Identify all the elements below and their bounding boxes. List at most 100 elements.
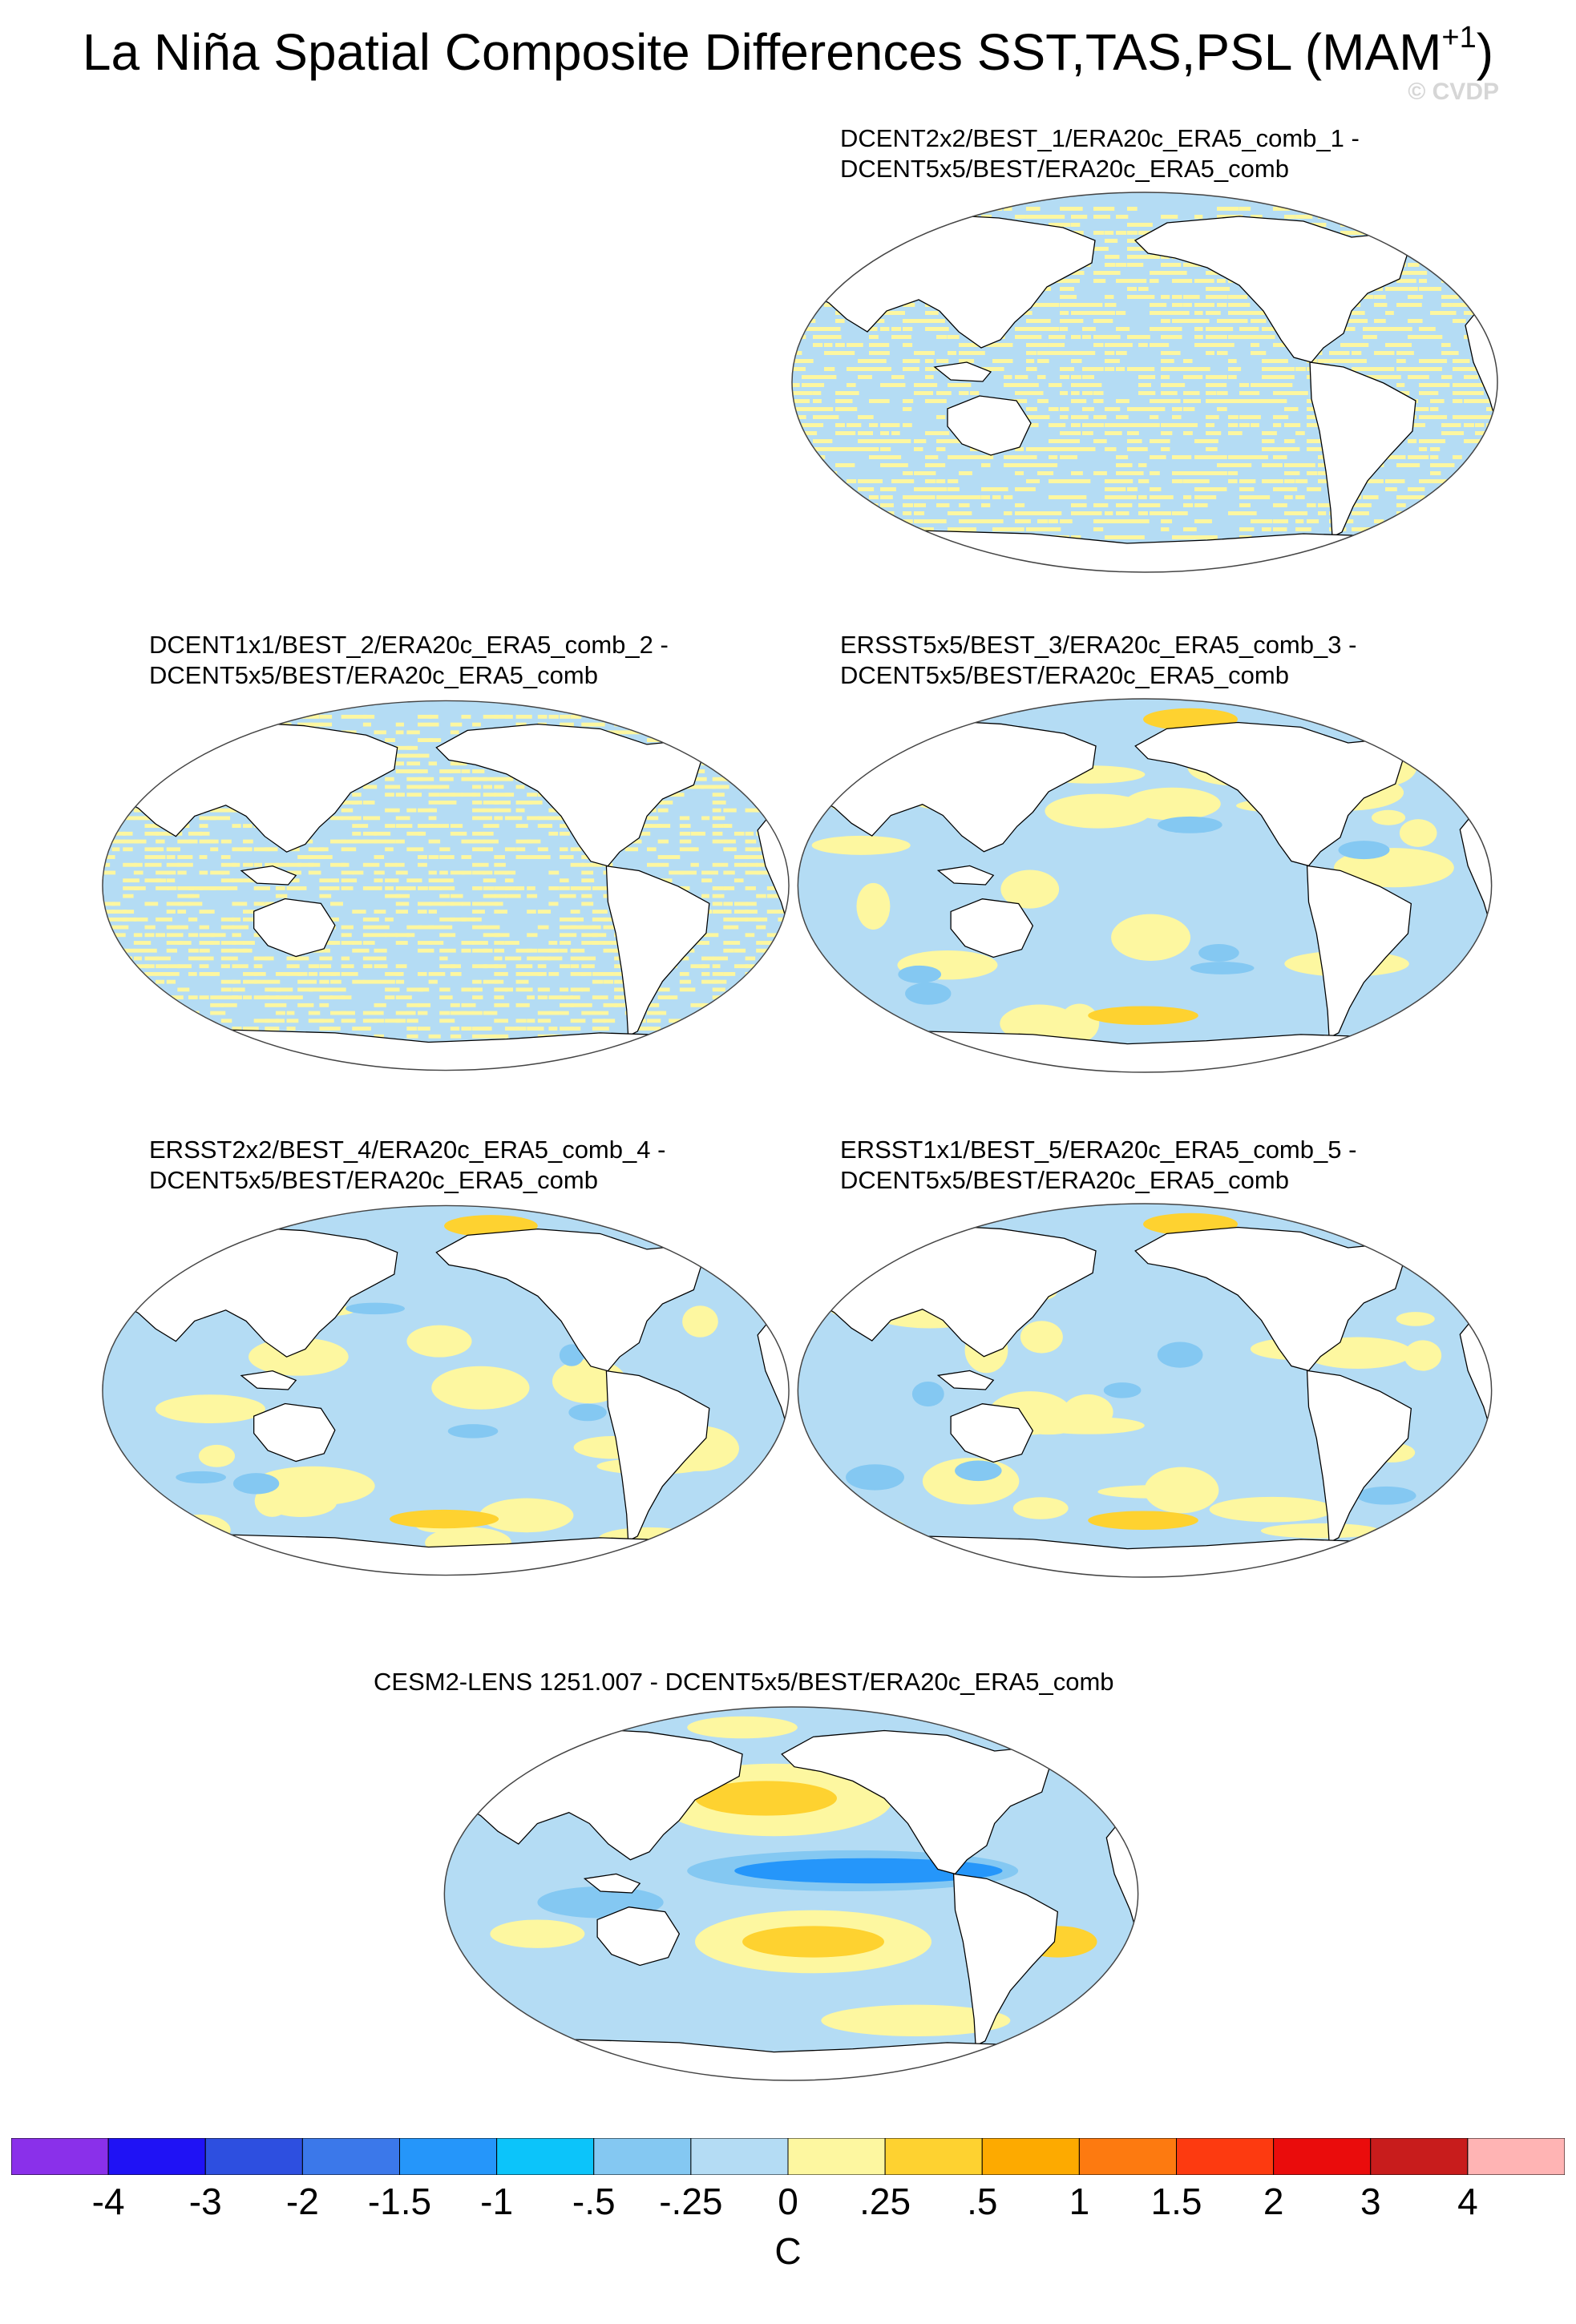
anomaly-cell: [858, 223, 870, 227]
anomaly-cell: [1374, 479, 1384, 483]
anomaly-cell: [1172, 279, 1190, 283]
anomaly-cell: [417, 1003, 431, 1007]
anomaly-cell: [265, 987, 281, 992]
colorbar-swatch: [1467, 2138, 1565, 2175]
anomaly-cell: [374, 831, 391, 836]
anomaly-cell: [461, 948, 471, 953]
anomaly-cell: [1127, 487, 1138, 491]
anomaly-cell: [111, 730, 126, 735]
anomaly-cell: [1161, 327, 1175, 331]
anomaly-cell: [636, 1050, 646, 1055]
anomaly-cell: [813, 343, 823, 347]
anomaly-cell: [450, 824, 463, 829]
anomaly-cell: [483, 1034, 496, 1039]
anomaly-cell: [1239, 319, 1248, 323]
anomaly-cell: [156, 753, 170, 758]
anomaly-cell: [483, 870, 493, 875]
anomaly-cell: [265, 995, 280, 1000]
anomaly-cell: [210, 1027, 221, 1031]
anomaly-cell: [1071, 319, 1084, 323]
anomaly-cell: [1150, 455, 1166, 459]
anomaly-cell: [156, 855, 166, 859]
anomaly-cell: [483, 816, 492, 821]
anomaly-cell: [1318, 223, 1327, 227]
anomaly-cell: [756, 979, 770, 984]
anomaly-cell: [1015, 327, 1030, 331]
anomaly-cell: [1453, 279, 1468, 283]
anomaly-cell: [880, 351, 890, 355]
anomaly-cell: [472, 979, 482, 984]
anomaly-cell: [166, 1042, 183, 1047]
anomaly-cell: [1419, 279, 1428, 283]
anomaly-cell: [1396, 503, 1406, 507]
anomaly-cell: [1082, 327, 1096, 331]
anomaly-cell: [144, 948, 157, 953]
anomaly-cell: [802, 455, 818, 459]
anomaly-cell: [1239, 327, 1251, 331]
anomaly-cell: [792, 519, 804, 523]
anomaly-cell: [745, 956, 756, 961]
anomaly-cell: [1183, 495, 1192, 499]
anomaly-cell: [1340, 359, 1352, 363]
anomaly-cell: [439, 894, 451, 898]
anomaly-cell: [406, 831, 424, 836]
anomaly-cell: [914, 567, 924, 571]
anomaly-cell: [756, 917, 768, 922]
anomaly-cell: [102, 1065, 114, 1070]
anomaly-cell: [603, 714, 617, 719]
anomaly-cell: [1060, 303, 1074, 307]
anomaly-cell: [847, 503, 856, 507]
anomaly-cell: [330, 1027, 341, 1031]
anomaly-cell: [1464, 391, 1477, 395]
panel-6-map: [443, 1706, 1139, 2081]
anomaly-cell: [970, 343, 980, 347]
anomaly-cell: [1217, 215, 1231, 219]
anomaly-cell: [1071, 439, 1081, 443]
anomaly-cell: [1183, 431, 1193, 435]
anomaly-cell: [177, 855, 193, 859]
anomaly-cell: [792, 495, 800, 499]
anomaly-cell: [210, 933, 226, 938]
anomaly-cell: [1217, 471, 1228, 475]
anomaly-cell: [1037, 215, 1049, 219]
anomaly-cell: [1430, 207, 1446, 211]
anomaly-cell: [679, 987, 696, 992]
anomaly-cell: [133, 839, 147, 844]
anomaly-cell: [1138, 383, 1151, 387]
anomaly-cell: [1396, 367, 1413, 371]
anomaly-cell: [1105, 255, 1120, 259]
anomaly-cell: [802, 519, 817, 523]
anomaly-cell: [1228, 431, 1243, 435]
anomaly-cell: [1127, 263, 1144, 267]
anomaly-cell: [1430, 559, 1441, 563]
anomaly-cell: [461, 793, 476, 797]
anomaly-cell: [1150, 471, 1160, 475]
anomaly-cell: [253, 1042, 263, 1047]
anomaly-cell: [341, 808, 354, 813]
colorbar-swatch: [884, 2138, 983, 2175]
anomaly-cell: [253, 886, 270, 890]
anomaly-cell: [712, 902, 723, 906]
anomaly-cell: [824, 263, 837, 267]
anomaly-cell: [1172, 335, 1182, 339]
anomaly-cell: [166, 979, 176, 984]
anomaly-cell: [824, 271, 837, 275]
anomaly-cell: [1239, 399, 1255, 403]
anomaly-cell: [1408, 223, 1416, 227]
anomaly-cell: [515, 987, 533, 992]
anomaly-cell: [802, 215, 812, 219]
anomaly-cell: [745, 902, 757, 906]
anomaly-cell: [537, 964, 547, 969]
anomaly-cell: [374, 1011, 384, 1015]
continent-greenland: [1037, 1723, 1098, 1757]
anomaly-cell: [1093, 415, 1107, 419]
anomaly-cell: [903, 303, 915, 307]
anomaly-cell: [494, 987, 508, 992]
anomaly-cell: [483, 714, 499, 719]
anomaly-cell: [297, 1065, 311, 1070]
continent-samerica: [1306, 865, 1412, 1039]
anomaly-cell: [914, 439, 927, 443]
anomaly-cell: [439, 855, 455, 859]
anomaly-cell: [1127, 335, 1145, 339]
anomaly-cell: [1116, 311, 1126, 315]
